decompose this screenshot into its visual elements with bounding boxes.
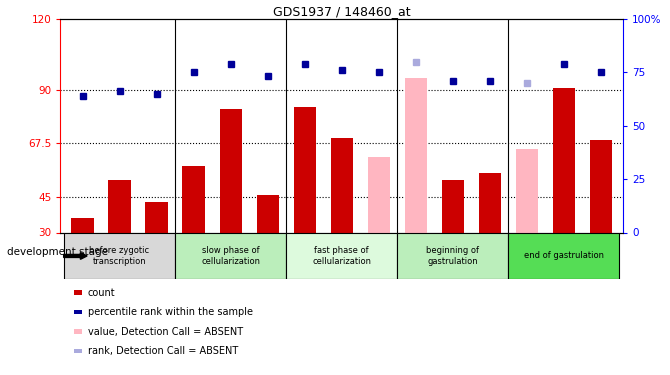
Text: rank, Detection Call = ABSENT: rank, Detection Call = ABSENT [88,346,238,356]
Text: count: count [88,288,115,297]
Text: beginning of
gastrulation: beginning of gastrulation [426,246,479,266]
Bar [368,156,390,232]
Text: slow phase of
cellularization: slow phase of cellularization [201,246,260,266]
Bar [590,140,612,232]
Bar [442,180,464,232]
Text: development stage: development stage [7,247,108,257]
Bar [553,88,575,232]
Bar [145,202,168,232]
Bar [330,138,353,232]
Bar [286,232,397,279]
Bar [516,149,538,232]
Text: percentile rank within the sample: percentile rank within the sample [88,307,253,317]
Bar [293,106,316,232]
Text: value, Detection Call = ABSENT: value, Detection Call = ABSENT [88,327,243,336]
Bar [220,109,242,232]
Title: GDS1937 / 148460_at: GDS1937 / 148460_at [273,4,411,18]
Bar [182,166,205,232]
Bar [397,232,509,279]
Bar [72,218,94,232]
Text: before zygotic
transcription: before zygotic transcription [90,246,149,266]
Bar [405,78,427,232]
Bar [257,195,279,232]
Bar [509,232,619,279]
Text: fast phase of
cellularization: fast phase of cellularization [312,246,371,266]
Bar [64,232,175,279]
Bar [175,232,286,279]
Bar [478,173,501,232]
Text: end of gastrulation: end of gastrulation [524,251,604,260]
Bar [109,180,131,232]
